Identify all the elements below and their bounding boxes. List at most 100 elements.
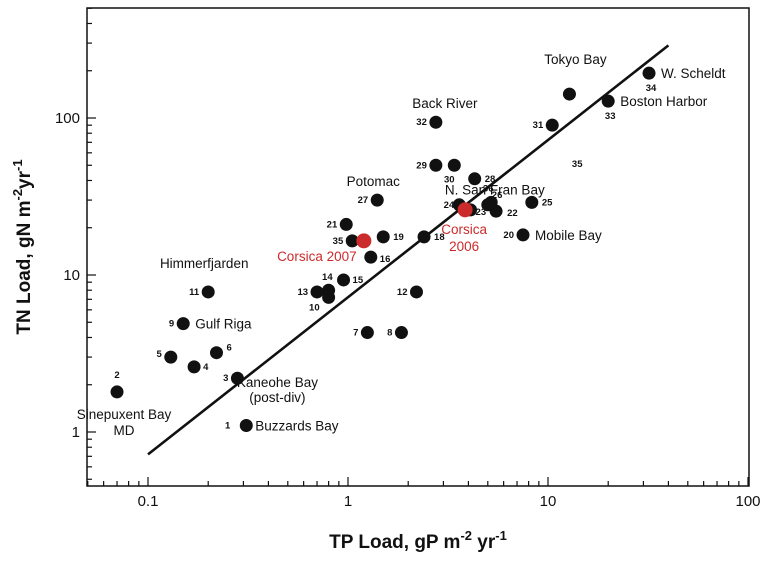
data-point [429, 158, 443, 172]
data-points: 1 Buzzards Bay 2 Sinepuxent Bay MD 3 Kaneohe B… [77, 52, 726, 438]
x-tick-label: 1 [344, 493, 352, 510]
data-point [484, 195, 498, 209]
point-name-label: Gulf Riga [195, 317, 252, 332]
point-name-label: Tokyo Bay [544, 52, 607, 67]
point-number-label: 34 [646, 83, 657, 94]
point-number-label: 27 [358, 195, 369, 206]
point-number-label: 18 [434, 232, 445, 243]
highlighted-point [356, 233, 372, 249]
x-axis-title-main: TP Load, gP m [329, 532, 460, 553]
point-name-label: Buzzards Bay [255, 419, 339, 434]
data-point [394, 326, 408, 340]
point-name-label: N. San Fran Bay [445, 182, 545, 197]
point-name-label: Himmerfjarden [160, 256, 249, 271]
y-tick-label: 100 [55, 110, 80, 127]
data-point [201, 285, 215, 299]
data-point [364, 250, 378, 264]
tick-labels: 0.1 1 10 100 1 10 100 [55, 110, 761, 510]
point-number-label: 11 [189, 287, 200, 298]
point-number-label: 26 [492, 190, 503, 201]
x-axis-title-exp1: -2 [460, 528, 472, 543]
point-number-label: 8 [387, 328, 392, 339]
data-point [525, 195, 539, 209]
point-name-label: Sinepuxent Bay MD [77, 407, 172, 438]
data-point [239, 419, 253, 433]
data-point [642, 66, 656, 80]
y-axis-title-main: TN Load, gN m [14, 201, 35, 335]
point-number-label: 9 [169, 319, 174, 330]
data-point [310, 285, 324, 299]
data-point [370, 193, 384, 207]
data-point [164, 350, 178, 364]
point-number-label: 28 [485, 174, 496, 185]
point-number-label: 1 [225, 421, 231, 432]
point-number-label: 10 [309, 302, 320, 313]
axis-ticks [87, 7, 749, 486]
data-point [562, 87, 576, 101]
point-number-label: 24 [444, 200, 455, 211]
point-name-label: W. Scheldt [661, 66, 726, 81]
point-number-label: 30 [444, 174, 455, 185]
point-name-label: Potomac [347, 174, 401, 189]
point-name-label: Back River [412, 96, 478, 111]
data-point [322, 283, 336, 297]
x-tick-label: 0.1 [138, 493, 159, 510]
point-number-label: 35 [333, 236, 344, 247]
point-number-label: 21 [327, 219, 338, 230]
data-point [110, 385, 124, 399]
point-number-label: 22 [507, 208, 518, 219]
data-point [409, 285, 423, 299]
y-tick-label: 10 [63, 267, 80, 284]
data-point [468, 172, 482, 186]
data-point [545, 118, 559, 132]
point-number-label: 29 [416, 160, 427, 171]
point-number-label: 16 [380, 254, 391, 265]
point-name-label: Mobile Bay [535, 228, 602, 243]
point-number-label: 13 [297, 287, 308, 298]
point-number-label: 33 [605, 111, 616, 122]
data-point [345, 234, 359, 248]
point-number-label: 23 [476, 207, 487, 218]
data-point [339, 217, 353, 231]
x-tick-label: 100 [735, 493, 760, 510]
y-axis-title-exp1: -2 [10, 189, 25, 201]
y-tick-label: 1 [72, 424, 80, 441]
data-point [209, 346, 223, 360]
data-point [429, 115, 443, 129]
point-number-label: 7 [353, 328, 358, 339]
data-point [176, 317, 190, 331]
highlighted-point-label: Corsica 2007 [277, 249, 357, 264]
data-point [447, 158, 461, 172]
point-number-label: 12 [397, 287, 408, 298]
data-point [601, 94, 615, 108]
plot-frame [86, 7, 750, 487]
data-point [516, 228, 530, 242]
floating-number-label: 35 [572, 159, 583, 170]
point-number-label: 36 [483, 183, 494, 194]
point-number-label: 14 [322, 272, 333, 283]
data-point [417, 230, 431, 244]
point-number-label: 32 [416, 117, 427, 128]
point-number-label: 25 [542, 197, 553, 208]
y-axis-title-mid: yr [14, 170, 35, 189]
x-axis-title-mid: yr [472, 532, 496, 553]
point-name-label: Kaneohe Bay (post-div) [237, 375, 318, 405]
point-number-label: 2 [114, 370, 119, 381]
x-tick-label: 10 [540, 493, 557, 510]
point-number-label: 5 [156, 349, 162, 360]
point-number-label: 19 [393, 232, 404, 243]
point-number-label: 3 [223, 373, 228, 384]
point-number-label: 31 [533, 120, 544, 131]
data-point [360, 326, 374, 340]
data-point [230, 371, 244, 385]
y-axis-title-exp2: -1 [10, 159, 25, 171]
y-axis-title: TN Load, gN m-2yr-1 [10, 159, 35, 334]
x-axis-title-exp2: -1 [495, 528, 507, 543]
point-name-label: Boston Harbor [620, 94, 708, 109]
regression-line [147, 44, 670, 456]
point-number-label: 6 [226, 343, 231, 354]
data-point [187, 360, 201, 374]
point-number-label: 4 [203, 362, 209, 373]
x-axis-title: TP Load, gP m-2 yr-1 [329, 528, 507, 553]
highlighted-point [457, 202, 473, 218]
